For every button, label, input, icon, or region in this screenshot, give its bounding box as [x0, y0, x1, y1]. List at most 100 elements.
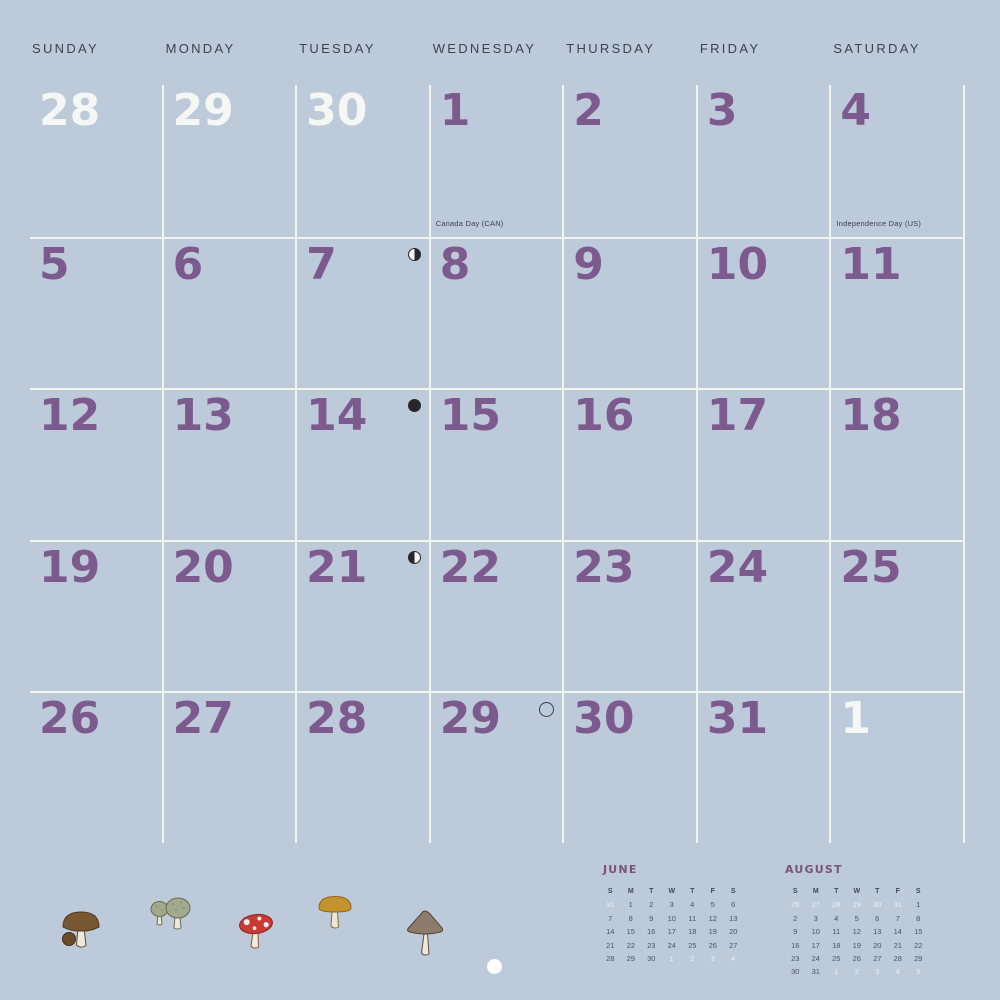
day-number: 2: [573, 85, 604, 136]
day-number: 17: [706, 390, 769, 442]
day-cell: 21: [297, 539, 431, 692]
day-cell: 28: [30, 85, 164, 237]
mini-day-number: 17: [811, 940, 820, 950]
mini-day-number: 30: [647, 953, 656, 963]
mini-day-number: 3: [813, 913, 818, 923]
day-number: 9: [573, 238, 604, 290]
first-quarter-moon-icon: [407, 550, 421, 564]
day-cell: 26: [30, 691, 164, 843]
day-number: 7: [306, 238, 337, 290]
mini-day-number: 11: [688, 913, 697, 923]
mini-calendar-title: AUGUST: [785, 863, 843, 876]
day-cell: 2: [564, 85, 698, 237]
day-number: 27: [172, 693, 234, 745]
mini-day-number: 4: [731, 953, 736, 963]
mini-day-number: 21: [606, 940, 615, 950]
day-cell: 17: [697, 388, 832, 540]
day-cell: 20: [163, 539, 298, 692]
day-cell: 15: [430, 388, 565, 540]
mini-weekday-header: S: [792, 888, 798, 895]
mini-day-number: 19: [852, 940, 861, 950]
mini-calendar-table: S M T W T F S 26 27 28 29 30 31 1 2 3 4 5 6 7 8 9 10 11 12 13 14 15…: [785, 885, 927, 979]
mini-calendar-august: AUGUST S M T W T F S 26 27 28 29 30 31 1 2 3 4 5 6 7 8 9 10 11 1…: [777, 863, 927, 979]
mini-calendar-title: JUNE: [603, 863, 638, 876]
mini-day-number: 20: [873, 940, 882, 950]
mini-weekday-header: T: [834, 888, 839, 895]
mini-day-number: 3: [710, 953, 715, 963]
day-cell: 3: [698, 85, 832, 237]
weekday-header: FRIDAY: [699, 41, 761, 56]
day-number: 19: [39, 541, 101, 593]
mini-weekday-header: T: [649, 888, 654, 895]
day-cell: 29: [164, 85, 298, 237]
ochre-mushroom-icon: [318, 895, 352, 929]
weekday-header: SATURDAY: [833, 41, 921, 56]
mini-day-number: 31: [811, 967, 820, 977]
weekday-header: THURSDAY: [566, 41, 656, 56]
mini-day-number: 6: [875, 913, 880, 923]
mini-day-number: 23: [647, 940, 656, 950]
day-cell: 18: [831, 388, 965, 540]
mini-day-number: 10: [811, 927, 820, 937]
mini-day-number: 4: [834, 913, 839, 923]
mini-day-number: 15: [914, 927, 923, 937]
mini-day-number: 5: [916, 967, 921, 977]
mini-day-number: 14: [606, 927, 615, 937]
day-number: 16: [573, 390, 635, 442]
mini-day-number: 5: [854, 913, 859, 923]
mini-day-number: 13: [873, 927, 882, 937]
day-cell: 19: [30, 539, 164, 692]
day-cell: 25: [831, 539, 965, 692]
weekday-header: MONDAY: [165, 41, 236, 56]
mini-day-number: 1: [916, 900, 921, 910]
mini-weekday-header: S: [915, 888, 921, 895]
mini-weekday-header: S: [730, 888, 736, 895]
day-cell: 23: [564, 539, 698, 692]
full-moon-moon-icon: [539, 702, 555, 718]
day-cell: 27: [163, 691, 298, 843]
mini-day-number: 4: [690, 900, 695, 910]
mini-day-number: 28: [893, 953, 902, 963]
mini-weekday-header: F: [710, 888, 715, 895]
day-cell: 31: [697, 691, 832, 843]
mini-day-number: 18: [832, 940, 841, 950]
mini-weekday-header: S: [607, 888, 613, 895]
day-number: 15: [439, 390, 501, 442]
mini-day-number: 1: [834, 967, 839, 977]
day-cell: 30: [564, 691, 698, 843]
mini-day-number: 6: [731, 900, 736, 910]
mini-day-number: 31: [606, 900, 615, 910]
mini-weekday-header: W: [668, 888, 676, 895]
mini-weekday-header: M: [627, 888, 634, 895]
mini-day-number: 13: [729, 913, 738, 923]
mini-day-number: 2: [690, 953, 695, 963]
mini-day-number: 26: [791, 900, 800, 910]
mini-day-number: 1: [669, 953, 674, 963]
hang-hole: [487, 959, 502, 974]
day-number: 28: [306, 693, 368, 745]
mini-day-number: 18: [688, 927, 697, 937]
day-cell: 8: [430, 236, 565, 389]
mini-calendar-june: JUNE S M T W T F S 31 1 2 3 4 5 6 7 8 9 10 11 12 13 14 15 16 17 1…: [600, 863, 750, 965]
day-number: 24: [706, 541, 769, 593]
day-cell: 29: [430, 691, 565, 843]
day-number: 29: [172, 85, 234, 136]
mini-day-number: 9: [649, 913, 654, 923]
mini-day-number: 23: [791, 953, 800, 963]
day-cell: 7: [297, 236, 431, 389]
mini-day-number: 19: [708, 927, 717, 937]
mini-day-number: 2: [854, 967, 859, 977]
mini-day-number: 27: [729, 940, 738, 950]
mini-day-number: 26: [708, 940, 717, 950]
mini-day-number: 29: [852, 900, 861, 910]
weekday-header: TUESDAY: [299, 41, 376, 56]
mini-day-number: 11: [832, 927, 841, 937]
day-number: 11: [840, 238, 902, 290]
mini-day-number: 5: [710, 900, 715, 910]
mini-day-number: 9: [793, 927, 798, 937]
day-cell: 1: [831, 691, 965, 843]
day-number: 22: [439, 541, 501, 593]
day-number: 14: [306, 390, 368, 442]
sage-mushroom-pair-icon: [150, 897, 191, 930]
